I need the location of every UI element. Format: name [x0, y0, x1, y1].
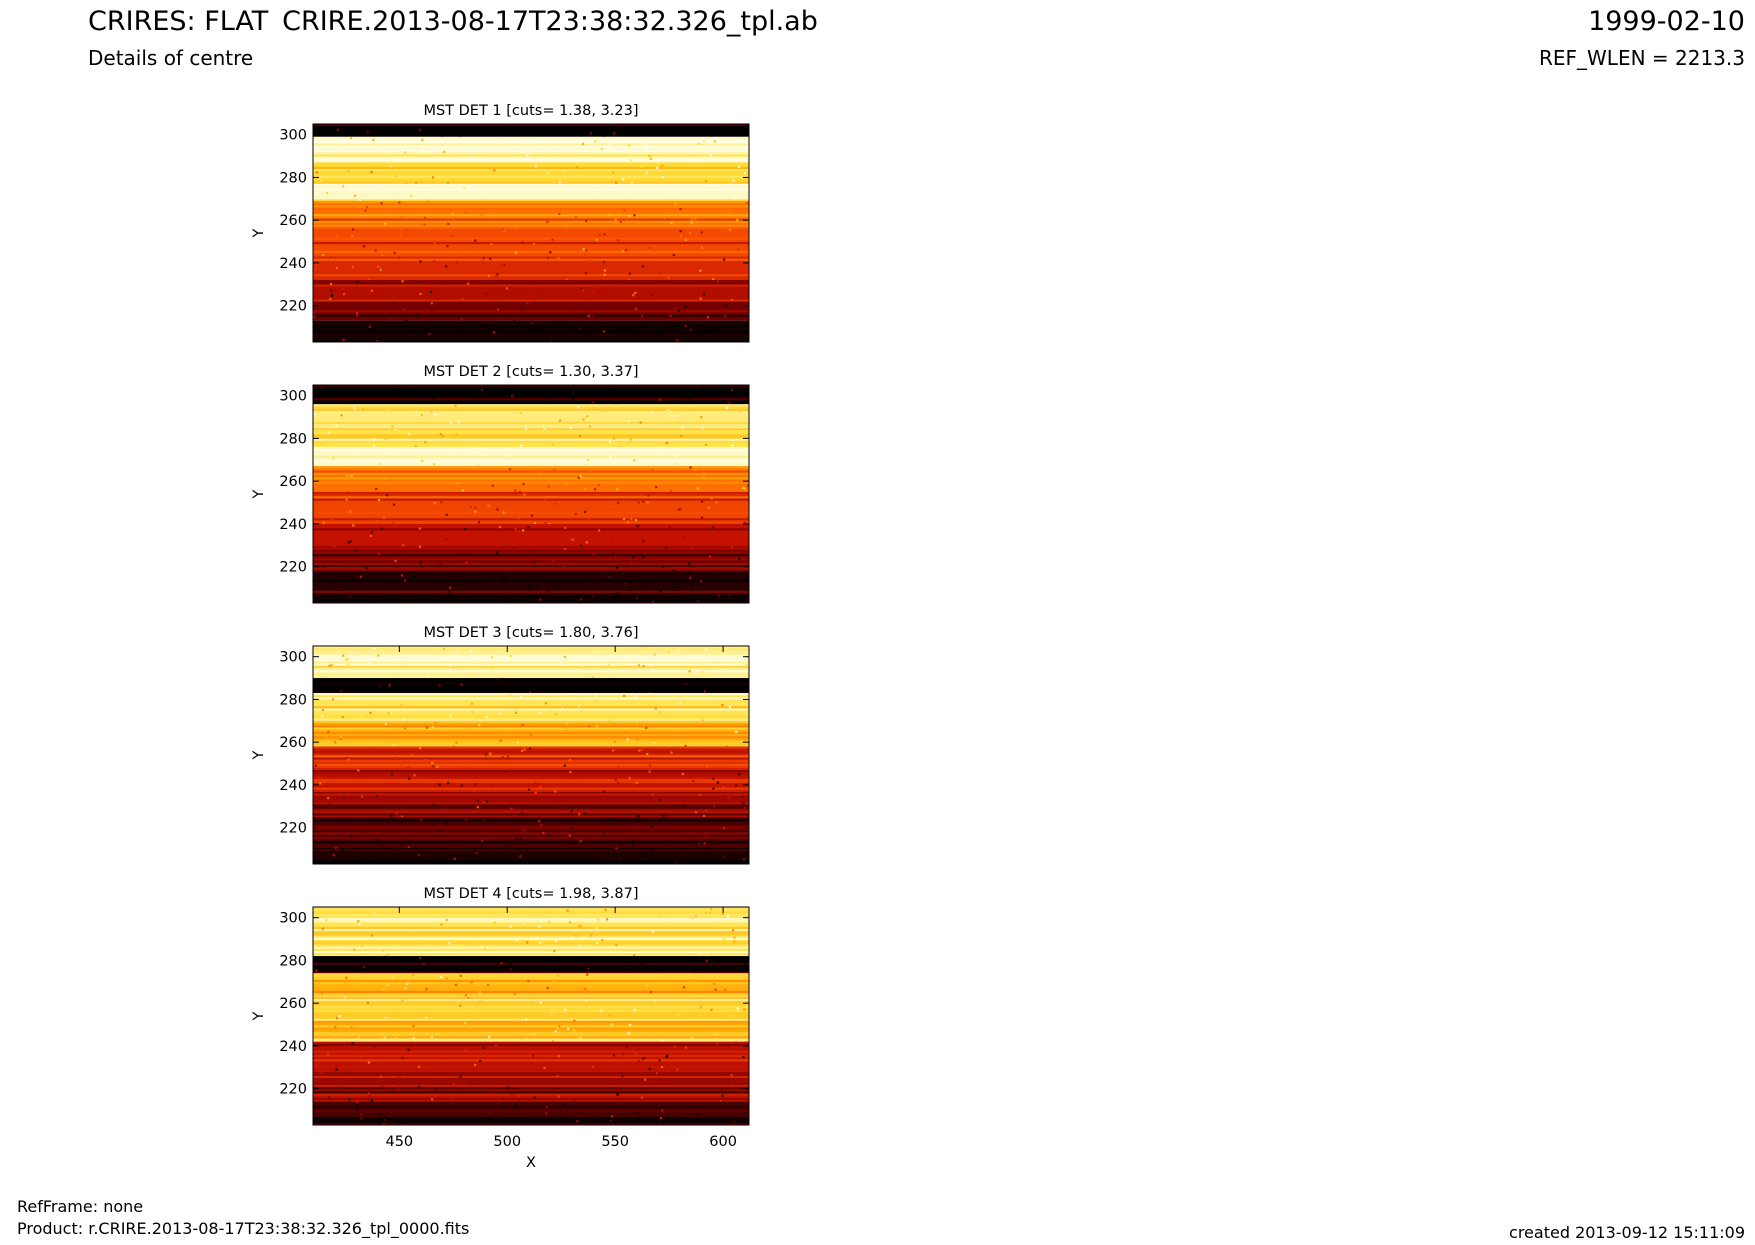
- x-tick-label: 600: [709, 1134, 737, 1150]
- x-tick-label: 450: [385, 1134, 413, 1150]
- y-tick-label: 220: [279, 560, 307, 576]
- axes-frame: [312, 384, 750, 604]
- y-tick-label: 260: [279, 213, 307, 229]
- y-tick-label: 220: [279, 1082, 307, 1098]
- y-axis-label: Y: [251, 489, 267, 499]
- heatmap-image: [313, 124, 749, 342]
- heatmap-band: [313, 523, 749, 550]
- report-subtitle: Details of centre: [88, 46, 254, 70]
- report-title: CRIRES: FLAT: [88, 6, 269, 37]
- heatmap-panel-4: MST DET 4 [cuts= 1.98, 3.87] 300 280 260 240…: [251, 886, 750, 1171]
- y-tick-label: 240: [279, 517, 307, 533]
- x-tick-label: 550: [601, 1134, 629, 1150]
- y-axis-label: Y: [251, 750, 267, 760]
- axes-frame: [312, 645, 750, 865]
- panel-title: MST DET 1 [cuts= 1.38, 3.23]: [423, 103, 638, 119]
- heatmap-image: [313, 646, 749, 864]
- heatmap-band: [313, 646, 749, 679]
- product-note: Product: r.CRIRE.2013-08-17T23:38:32.326…: [17, 1219, 470, 1238]
- heatmap-band: [313, 385, 749, 405]
- y-tick-label: 220: [279, 821, 307, 837]
- panel-title: MST DET 4 [cuts= 1.98, 3.87]: [423, 886, 638, 902]
- x-axis-label: X: [526, 1155, 536, 1171]
- y-tick-label: 260: [279, 996, 307, 1012]
- created-timestamp: created 2013-09-12 15:11:09: [1509, 1223, 1745, 1242]
- heatmap-panel-2: MST DET 2 [cuts= 1.30, 3.37] 300 280 260 240…: [251, 364, 750, 604]
- x-tick-label: 500: [493, 1134, 521, 1150]
- y-tick-label: 280: [279, 431, 307, 447]
- heatmap-image: [313, 907, 749, 1125]
- y-tick-label: 280: [279, 692, 307, 708]
- y-axis-label: Y: [251, 228, 267, 238]
- y-axis-label: Y: [251, 1011, 267, 1021]
- y-tick-label: 260: [279, 735, 307, 751]
- heatmap-panel-3: MST DET 3 [cuts= 1.80, 3.76] 300 280 260 240…: [251, 625, 750, 865]
- heatmap-image: [313, 385, 749, 603]
- panel-title: MST DET 2 [cuts= 1.30, 3.37]: [423, 364, 638, 380]
- refframe-note: RefFrame: none: [17, 1197, 144, 1216]
- file-name: CRIRE.2013-08-17T23:38:32.326_tpl.ab: [282, 6, 818, 37]
- axes-frame: [312, 123, 750, 343]
- y-tick-label: 300: [279, 650, 307, 666]
- y-tick-label: 280: [279, 953, 307, 969]
- y-tick-label: 240: [279, 1039, 307, 1055]
- heatmap-panel-1: MST DET 1 [cuts= 1.38, 3.23] 300 280 260 240…: [251, 103, 750, 343]
- y-tick-label: 300: [279, 128, 307, 144]
- panel-title: MST DET 3 [cuts= 1.80, 3.76]: [423, 625, 638, 641]
- ref-wlen: REF_WLEN = 2213.3: [1538, 46, 1745, 70]
- y-tick-label: 220: [279, 299, 307, 315]
- y-tick-label: 280: [279, 170, 307, 186]
- y-tick-label: 240: [279, 778, 307, 794]
- report-date: 1999-02-10: [1588, 6, 1745, 37]
- y-tick-label: 260: [279, 474, 307, 490]
- y-tick-label: 300: [279, 389, 307, 405]
- heatmap-band: [313, 183, 749, 201]
- axes-frame: [312, 906, 750, 1126]
- y-tick-label: 240: [279, 256, 307, 272]
- y-tick-label: 300: [279, 911, 307, 927]
